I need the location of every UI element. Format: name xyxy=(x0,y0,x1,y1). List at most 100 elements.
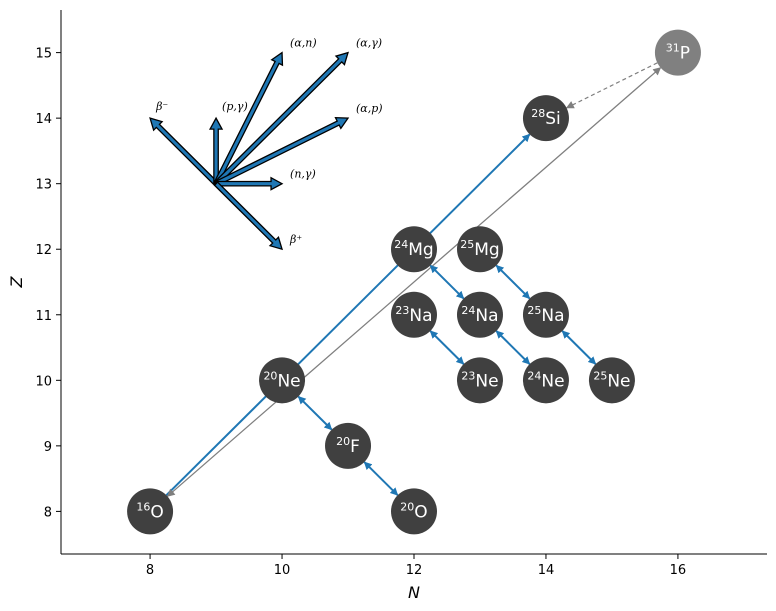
transition-arrow-O16-P31 xyxy=(166,67,662,497)
element-symbol: Ne xyxy=(607,371,630,391)
mass-number: 31 xyxy=(666,42,680,55)
reaction-arrow xyxy=(213,51,349,187)
x-ticks: 8 10 12 14 16 xyxy=(146,554,686,578)
x-tick-label: 14 xyxy=(538,563,555,578)
nuclide-circle xyxy=(522,95,569,142)
element-symbol: Na xyxy=(409,306,432,326)
y-tick-label: 10 xyxy=(35,374,52,389)
nuclide-label: 20F xyxy=(336,435,360,457)
transition-arrow-P31-Si28 xyxy=(565,62,658,109)
reaction-label: (p,γ) xyxy=(222,100,248,113)
nuclide-Mg25: 25Mg xyxy=(456,226,503,273)
nuclide-Na24: 24Na xyxy=(456,291,503,338)
nuclide-circle xyxy=(456,291,503,338)
x-tick-label: 16 xyxy=(670,563,687,578)
mass-number: 20 xyxy=(263,369,277,382)
element-symbol: F xyxy=(350,437,360,457)
y-tick-label: 9 xyxy=(44,440,52,455)
element-symbol: P xyxy=(680,44,690,64)
nuclide-Ne25: 25Ne xyxy=(588,357,635,404)
nuclide-label: 24Mg xyxy=(394,238,433,260)
mass-number: 16 xyxy=(136,500,150,513)
transition-arrow-Na23-Ne23 xyxy=(429,330,465,365)
element-symbol: Mg xyxy=(474,240,499,260)
nuclide-label: 20O xyxy=(400,500,427,522)
reaction-label: β⁺ xyxy=(289,233,302,246)
nuclide-label: 31P xyxy=(666,42,690,64)
element-symbol: Mg xyxy=(408,240,433,260)
nuclide-Na25: 25Na xyxy=(522,291,569,338)
nuclide-circle xyxy=(654,29,701,76)
reaction-arrow xyxy=(213,181,284,251)
element-symbol: O xyxy=(414,502,427,522)
transition-arrow-F20-O20 xyxy=(363,461,399,496)
nuclide-label: 28Si xyxy=(531,107,561,129)
nuclide-circle xyxy=(522,291,569,338)
transition-arrow-Na24-Ne24 xyxy=(495,330,531,365)
nuclide-circle xyxy=(325,422,372,469)
mass-number: 25 xyxy=(527,304,541,317)
nuclide-circle xyxy=(391,291,437,338)
nuclide-label: 16O xyxy=(136,500,163,522)
reaction-label: (α,γ) xyxy=(356,37,382,50)
nuclide-Ne20: 20Ne xyxy=(259,357,306,404)
nuclide-label: 23Ne xyxy=(461,369,498,391)
nuclide-circle xyxy=(522,357,569,404)
nuclide-label: 24Ne xyxy=(527,369,564,391)
nuclide-label: 20Ne xyxy=(263,369,300,391)
mass-number: 24 xyxy=(527,369,541,382)
mass-number: 24 xyxy=(461,304,475,317)
nuclide-O20: 20O xyxy=(391,488,437,535)
mass-number: 24 xyxy=(394,238,408,251)
reaction-legend: β⁻ (p,γ) (α,n) (α,γ) (α,p) (n,γ) β⁺ xyxy=(149,37,383,251)
nuclide-label: 25Ne xyxy=(593,369,630,391)
element-symbol: Ne xyxy=(541,371,564,391)
nuclide-circle xyxy=(588,357,635,404)
mass-number: 23 xyxy=(461,369,475,382)
nuclide-circle xyxy=(391,226,437,273)
x-axis-label: N xyxy=(408,583,420,602)
nuclide-Mg24: 24Mg xyxy=(391,226,437,273)
y-tick-label: 14 xyxy=(35,112,52,127)
y-tick-label: 8 xyxy=(44,505,52,520)
nuclide-circle xyxy=(259,357,306,404)
y-tick-label: 15 xyxy=(35,47,52,62)
nuclide-Na23: 23Na xyxy=(391,291,437,338)
plot-axes: 8 10 12 14 16 8 9 10 11 12 13 14 15 N Z xyxy=(7,10,767,602)
element-symbol: Ne xyxy=(277,371,300,391)
mass-number: 20 xyxy=(400,500,414,513)
mass-number: 20 xyxy=(336,435,350,448)
nuclide-Ne24: 24Ne xyxy=(522,357,569,404)
element-symbol: Ne xyxy=(475,371,498,391)
nuclide-label: 25Na xyxy=(527,304,564,326)
mass-number: 25 xyxy=(460,238,474,251)
transition-arrow-Mg25-Na25 xyxy=(495,264,531,300)
reaction-label: (α,n) xyxy=(290,37,317,50)
y-tick-label: 13 xyxy=(35,178,52,193)
nuclide-O16: 16O xyxy=(127,488,174,535)
mass-number: 25 xyxy=(593,369,607,382)
element-symbol: Si xyxy=(545,109,561,129)
y-tick-label: 11 xyxy=(35,309,52,324)
transition-arrow-Ne20-F20 xyxy=(297,395,333,431)
transition-arrows xyxy=(165,62,662,497)
nuclide-Ne23: 23Ne xyxy=(456,357,503,404)
nuclide-label: 24Na xyxy=(461,304,498,326)
reaction-arrow xyxy=(149,117,219,187)
x-tick-label: 12 xyxy=(406,563,423,578)
mass-number: 28 xyxy=(531,107,545,120)
nuclide-circle xyxy=(456,357,503,404)
element-symbol: Na xyxy=(541,306,564,326)
reaction-label: (n,γ) xyxy=(290,168,316,181)
reaction-label: β⁻ xyxy=(155,100,168,113)
element-symbol: O xyxy=(150,502,163,522)
transition-arrow-Mg24-Na24 xyxy=(429,264,465,300)
nuclide-label: 25Mg xyxy=(460,238,499,260)
mass-number: 23 xyxy=(395,304,409,317)
transition-arrow-Na25-Ne25 xyxy=(561,330,597,365)
y-axis-label: Z xyxy=(7,275,26,288)
element-symbol: Na xyxy=(475,306,498,326)
nuclide-P31: 31P xyxy=(654,29,701,76)
x-tick-label: 8 xyxy=(146,563,154,578)
